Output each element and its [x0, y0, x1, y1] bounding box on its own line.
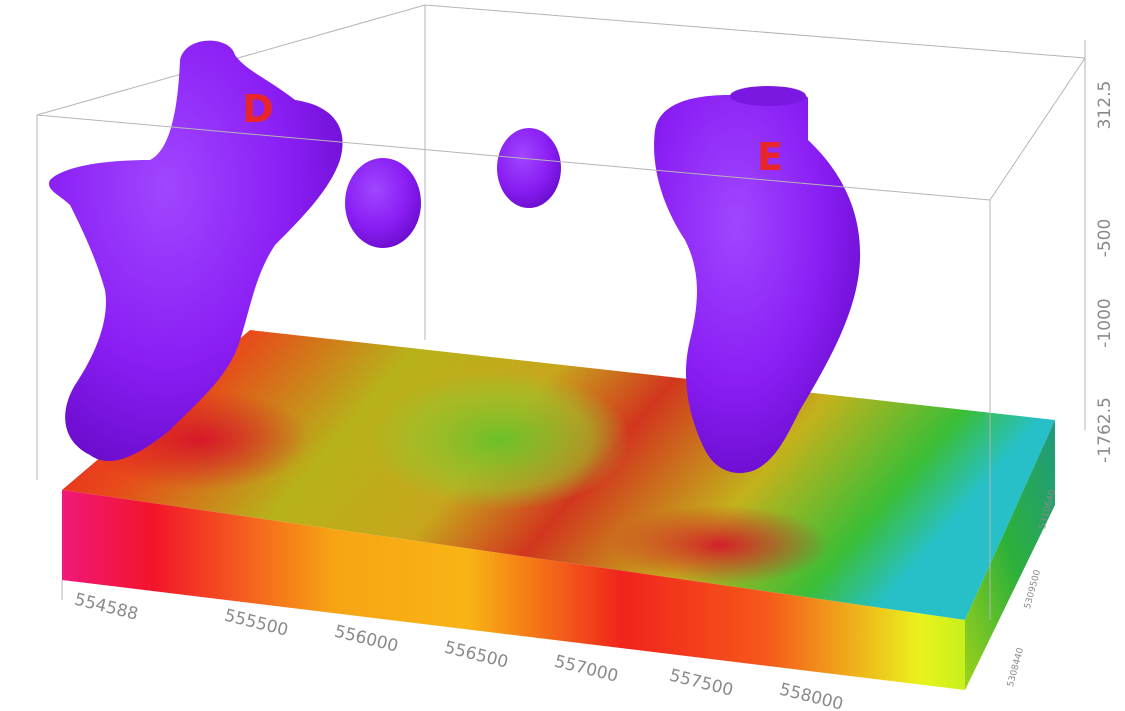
slab-side — [965, 420, 1055, 690]
x-tick-label: 554588 — [72, 590, 140, 625]
y-tick-label: 5309500 — [1023, 569, 1043, 611]
bounding-box-front — [36, 40, 1086, 620]
y-tick-label: 5308440 — [1006, 647, 1026, 689]
small-body — [497, 128, 561, 208]
z-tick-label: 312.5 — [1095, 81, 1115, 130]
x-tick-label: 558000 — [777, 680, 845, 711]
z-tick-label: -1762.5 — [1095, 397, 1115, 463]
x-tick-label: 557500 — [667, 666, 735, 701]
body-label: E — [757, 135, 783, 179]
small-body — [345, 158, 421, 248]
x-tick-label: 557000 — [552, 652, 620, 687]
model-slab — [62, 330, 1055, 690]
slab-anomaly — [370, 370, 630, 510]
body-e-top — [730, 86, 806, 106]
slab-front — [62, 490, 965, 690]
slab-anomaly — [610, 505, 830, 585]
body-label: D — [242, 87, 274, 131]
z-tick-label: -1000 — [1095, 298, 1115, 347]
x-tick-label: 555500 — [222, 606, 290, 641]
z-tick-label: -500 — [1095, 219, 1115, 258]
body-d — [49, 40, 343, 461]
x-tick-label: 556500 — [442, 638, 510, 673]
x-tick-label: 556000 — [332, 622, 400, 657]
